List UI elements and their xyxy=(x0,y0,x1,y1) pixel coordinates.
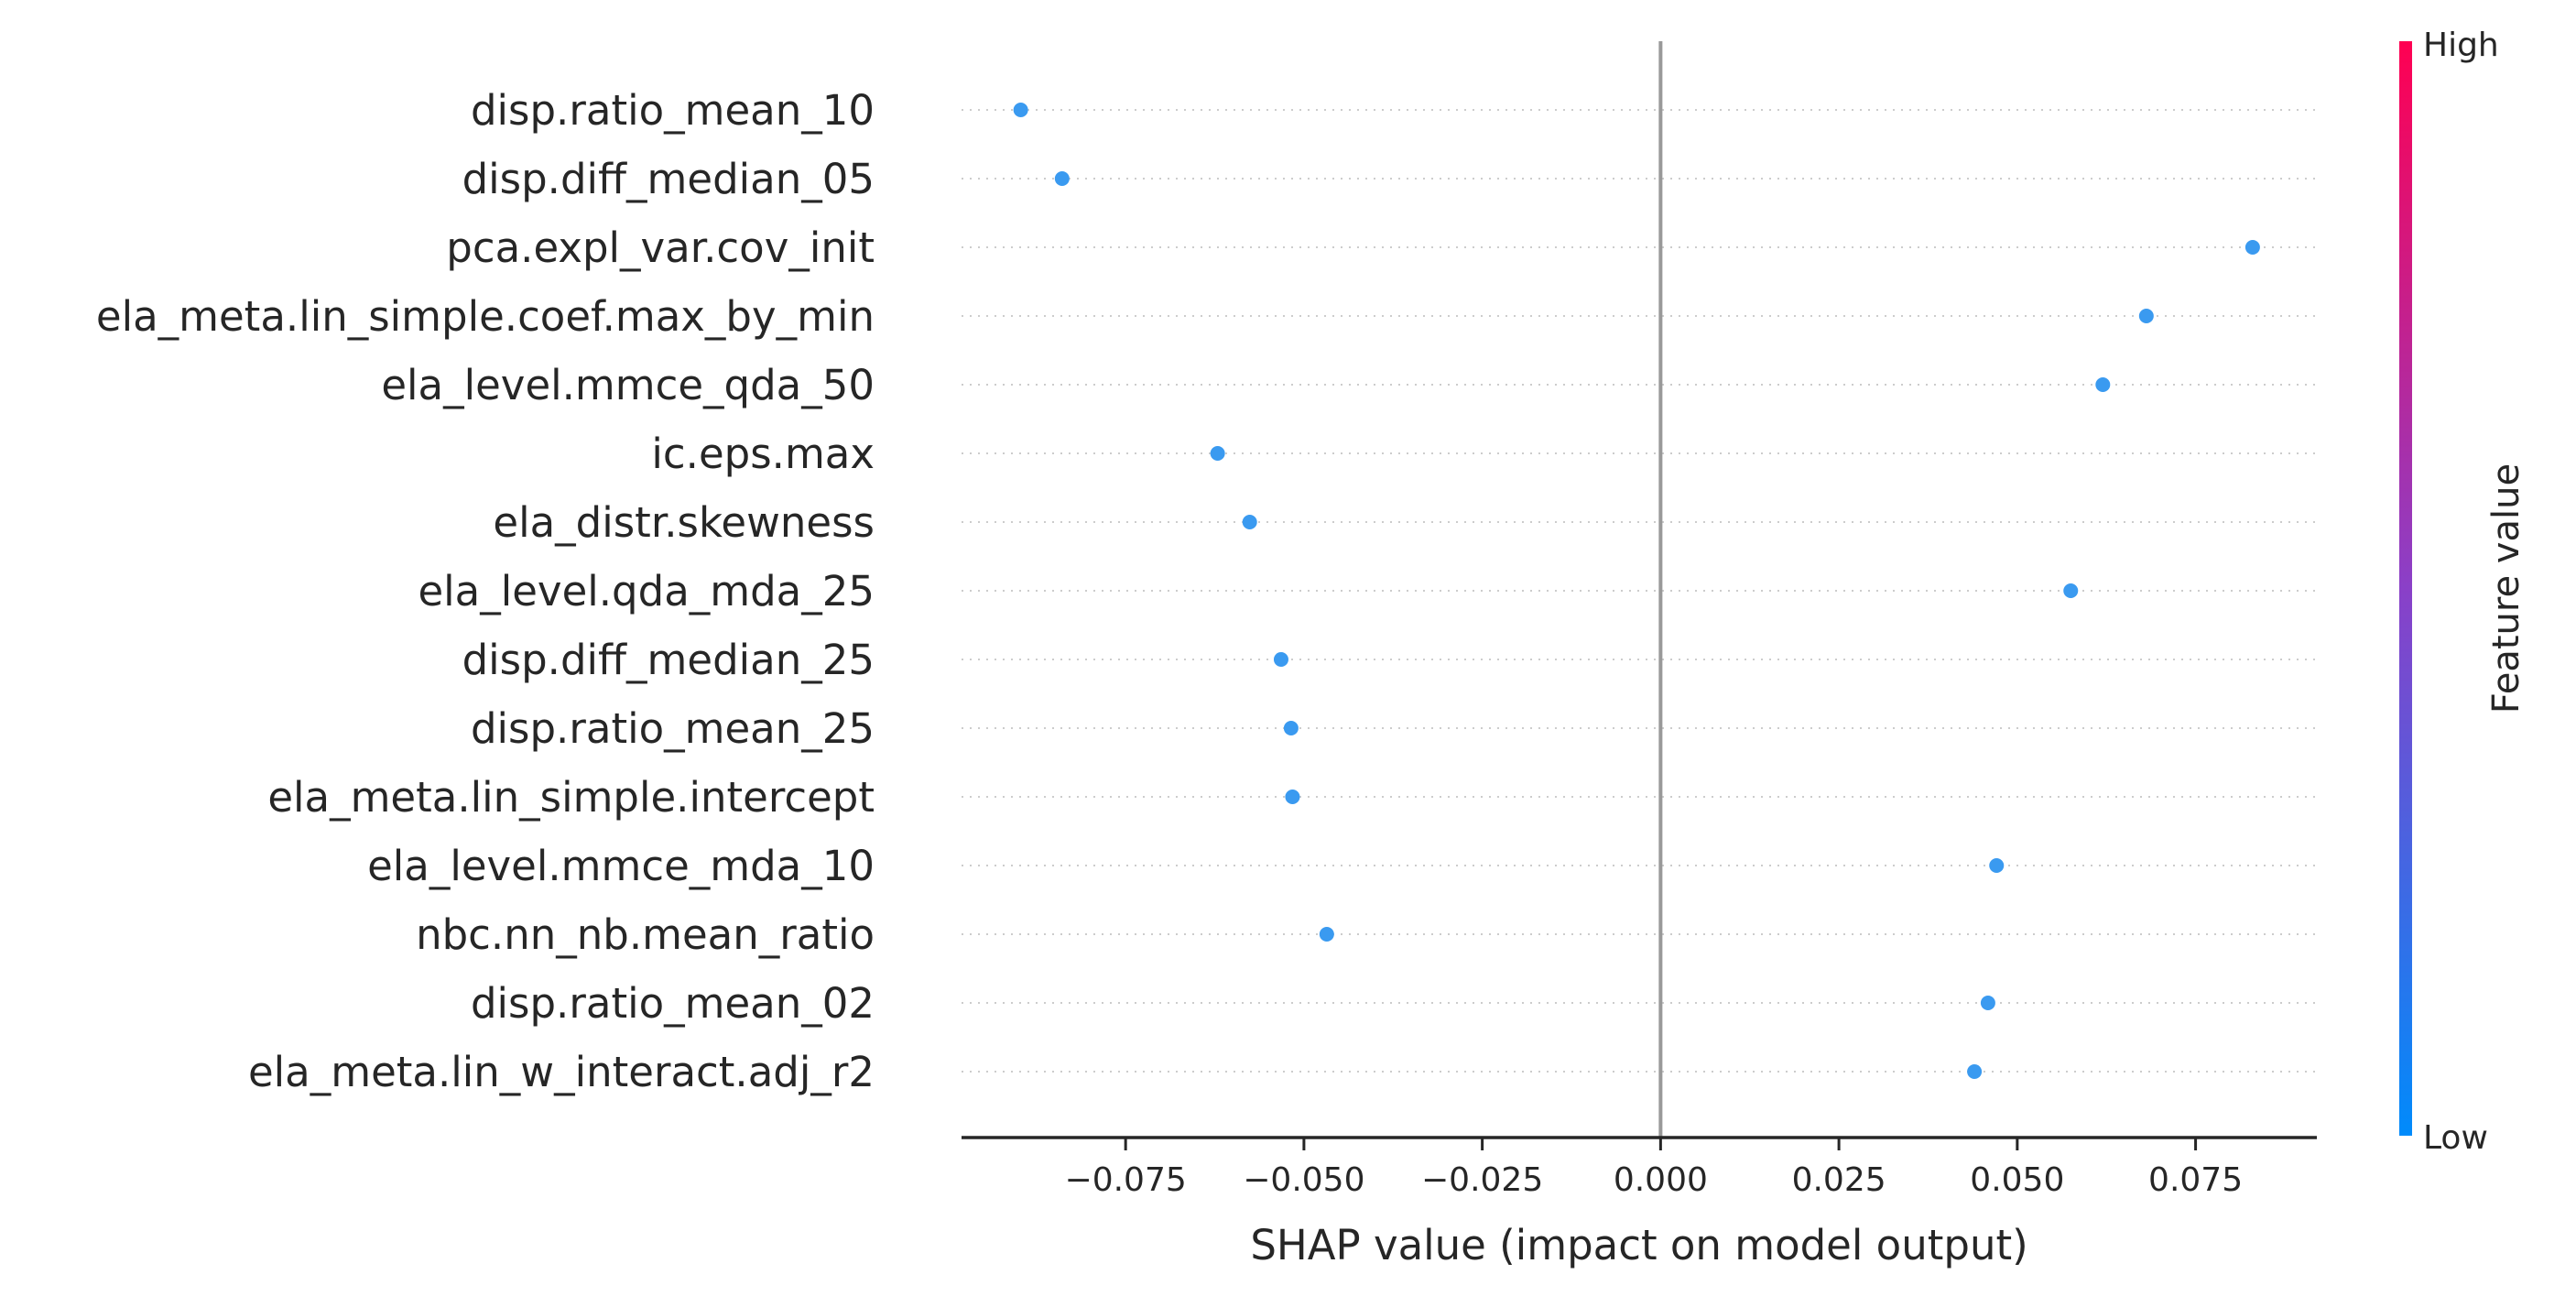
x-tick-label: 0.000 xyxy=(1614,1161,1708,1199)
colorbar-high-label: High xyxy=(2423,27,2499,64)
feature-label: ela_level.mmce_mda_10 xyxy=(367,842,875,890)
shap-point xyxy=(1967,1064,1983,1079)
x-tick-label: −0.050 xyxy=(1243,1161,1364,1199)
feature-label: ela_meta.lin_w_interact.adj_r2 xyxy=(248,1048,875,1096)
feature-label: ic.eps.max xyxy=(651,430,875,478)
feature-label: ela_meta.lin_simple.intercept xyxy=(267,773,875,822)
feature-label: ela_meta.lin_simple.coef.max_by_min xyxy=(96,292,875,341)
shap-point xyxy=(1980,996,1995,1010)
feature-label: disp.ratio_mean_10 xyxy=(471,86,875,135)
feature-label: pca.expl_var.cov_init xyxy=(446,223,875,272)
gridlines xyxy=(962,109,2317,1073)
shap-point xyxy=(1210,446,1225,461)
shap-point xyxy=(1013,103,1028,117)
x-axis-title: SHAP value (impact on model output) xyxy=(1250,1221,2027,1269)
shap-point xyxy=(1319,927,1334,942)
shap-point xyxy=(1989,858,2005,873)
shap-point xyxy=(1283,721,1299,735)
feature-label: disp.diff_median_05 xyxy=(462,155,875,203)
shap-point xyxy=(2244,240,2260,255)
colorbar-low-label: Low xyxy=(2423,1119,2488,1157)
x-tick-label: 0.050 xyxy=(1970,1161,2064,1199)
shap-point xyxy=(1242,515,1257,529)
feature-label: nbc.nn_nb.mean_ratio xyxy=(416,910,875,959)
x-tick-label: −0.025 xyxy=(1421,1161,1543,1199)
feature-label: ela_level.mmce_qda_50 xyxy=(381,361,875,409)
x-tick-label: −0.075 xyxy=(1065,1161,1187,1199)
feature-label: disp.diff_median_25 xyxy=(462,636,875,684)
shap-point xyxy=(1273,652,1288,667)
feature-label: disp.ratio_mean_25 xyxy=(471,704,875,753)
shap-point xyxy=(1054,171,1070,186)
shap-point xyxy=(2095,377,2111,392)
feature-label: ela_distr.skewness xyxy=(493,498,875,547)
colorbar-gradient xyxy=(2399,41,2412,1136)
x-tick-label: 0.025 xyxy=(1792,1161,1886,1199)
feature-labels: disp.ratio_mean_10 disp.diff_median_05pca… xyxy=(96,86,875,1096)
x-tick-label: 0.075 xyxy=(2148,1161,2243,1199)
shap-point xyxy=(2063,583,2079,598)
shap-point xyxy=(1285,790,1300,804)
feature-label: disp.ratio_mean_02 xyxy=(471,979,875,1028)
x-axis-ticks: −0.075 −0.050 −0.025 0.000 0.025 0.050 0.075 xyxy=(1065,1138,2243,1199)
shap-point xyxy=(2138,309,2154,323)
feature-label: ela_level.qda_mda_25 xyxy=(418,567,875,615)
colorbar-title: Feature value xyxy=(2485,463,2527,713)
data-points xyxy=(1013,103,2260,1079)
colorbar: High Low Feature value xyxy=(2399,27,2527,1157)
